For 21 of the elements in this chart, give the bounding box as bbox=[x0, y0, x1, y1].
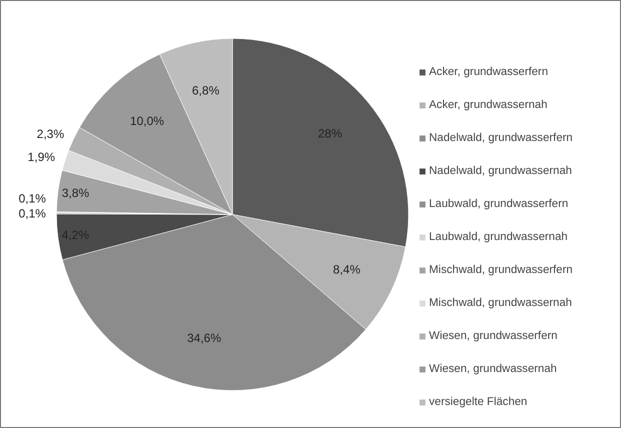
legend-label: Acker, grundwassernah bbox=[429, 99, 548, 111]
legend-label: Mischwald, grundwasserfern bbox=[429, 264, 573, 276]
legend-label: Acker, grundwasserfern bbox=[429, 66, 548, 78]
legend-label: Laubwald, grundwasserfern bbox=[429, 198, 568, 210]
legend-label: Wiesen, grundwassernah bbox=[429, 363, 557, 375]
legend-label: Mischwald, grundwassernah bbox=[429, 297, 572, 309]
legend-label: Nadelwald, grundwassernah bbox=[429, 165, 572, 177]
legend-label: Laubwald, grundwassernah bbox=[429, 231, 568, 243]
data-label: 8,4% bbox=[333, 262, 361, 276]
data-label: 0,1% bbox=[18, 191, 46, 206]
data-label: 6,8% bbox=[192, 84, 220, 98]
data-label: 1,9% bbox=[28, 150, 56, 164]
data-label: 34,6% bbox=[187, 331, 222, 346]
data-label: 0,1% bbox=[18, 206, 46, 220]
data-label: 10,0% bbox=[130, 114, 164, 128]
data-label: 3,8% bbox=[62, 186, 90, 200]
legend-label: versiegelte Flächen bbox=[429, 396, 528, 408]
legend-label: Wiesen, grundwasserfern bbox=[429, 330, 558, 342]
data-label: 28% bbox=[318, 126, 342, 141]
data-label: 2,3% bbox=[36, 127, 64, 142]
legend-label: Nadelwald, grundwasserfern bbox=[429, 132, 573, 144]
